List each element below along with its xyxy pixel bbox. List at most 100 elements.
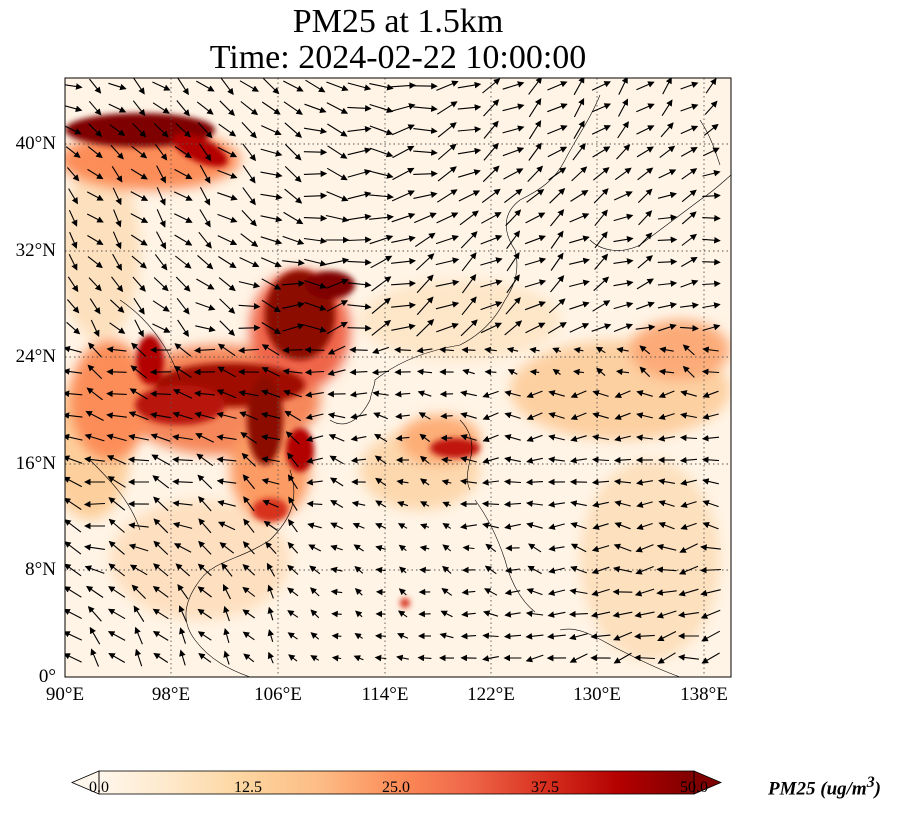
wind-arrow <box>680 302 699 309</box>
wind-arrow <box>678 588 699 597</box>
wind-arrow <box>331 632 342 640</box>
wind-arrow <box>156 165 166 184</box>
wind-arrow <box>284 188 303 204</box>
wind-arrow <box>658 169 677 179</box>
wind-arrow <box>65 345 82 353</box>
wind-arrow <box>266 562 276 577</box>
wind-arrow <box>460 434 477 441</box>
wind-arrow <box>482 390 499 398</box>
wind-arrow <box>526 189 545 203</box>
wind-arrow <box>570 522 587 530</box>
wind-arrow <box>681 233 697 246</box>
wind-arrow <box>355 610 363 618</box>
wind-arrow <box>347 213 372 221</box>
wind-arrow <box>347 105 372 112</box>
wind-arrow <box>305 79 326 93</box>
wind-arrow <box>439 346 454 354</box>
wind-arrow <box>614 500 631 507</box>
wind-arrow <box>700 589 721 597</box>
wind-arrow <box>705 78 717 94</box>
colorbar-gradient <box>99 771 694 794</box>
wind-arrow <box>435 301 460 310</box>
wind-arrow <box>88 342 102 358</box>
wind-arrow <box>198 518 212 534</box>
wind-arrow <box>570 390 587 399</box>
wind-arrow <box>260 193 283 201</box>
wind-arrow <box>461 274 477 294</box>
wind-arrow <box>347 82 372 91</box>
wind-arrow <box>177 584 189 600</box>
wind-arrow <box>657 214 678 221</box>
wind-arrow <box>87 605 102 622</box>
wind-arrow <box>460 390 477 397</box>
wind-arrow <box>110 299 125 313</box>
wind-arrow <box>399 566 407 574</box>
wind-arrow <box>112 253 122 271</box>
wind-arrow <box>220 78 234 96</box>
wind-arrow <box>636 301 655 310</box>
wind-arrow <box>480 257 503 266</box>
wind-arrow <box>375 477 387 487</box>
wind-arrow <box>550 275 565 293</box>
wind-arrow <box>374 654 387 662</box>
wind-arrow <box>700 609 721 619</box>
wind-arrow <box>678 654 699 661</box>
wind-arrow <box>437 189 458 203</box>
wind-arrow <box>347 259 372 266</box>
wind-arrow <box>326 191 349 202</box>
wind-arrow <box>198 496 212 512</box>
wind-arrow <box>503 168 524 180</box>
wind-arrow <box>133 605 145 622</box>
wind-arrow <box>547 81 568 91</box>
wind-arrow <box>548 434 565 441</box>
wind-arrow <box>179 649 186 666</box>
wind-arrow <box>502 81 525 90</box>
wind-arrow <box>308 544 322 552</box>
wind-arrow <box>265 541 277 554</box>
wind-arrow <box>130 213 149 223</box>
wind-arrow <box>242 474 256 490</box>
wind-arrow <box>636 103 655 113</box>
wind-arrow <box>569 588 588 595</box>
wind-arrow <box>198 143 212 162</box>
wind-arrow <box>242 631 255 641</box>
wind-arrow <box>374 433 388 443</box>
wind-arrow <box>504 188 523 204</box>
wind-arrow <box>375 544 386 552</box>
wind-arrow <box>419 433 431 443</box>
pm25-field <box>65 78 731 677</box>
wind-arrow <box>347 191 372 200</box>
colorbar <box>70 770 723 795</box>
wind-arrow <box>481 212 502 224</box>
wind-arrow <box>392 145 415 159</box>
wind-arrow <box>113 209 122 228</box>
colorbar-tick-0: 0.0 <box>89 779 109 796</box>
wind-arrow <box>369 125 394 136</box>
wind-arrow <box>242 564 256 576</box>
wind-arrow <box>156 187 166 206</box>
wind-arrow <box>108 563 126 577</box>
wind-arrow <box>241 210 257 227</box>
lon-label-106e: 106°E <box>254 684 302 705</box>
wind-arrow <box>482 479 499 486</box>
wind-arrow <box>392 167 415 181</box>
wind-arrow <box>66 167 80 182</box>
wind-arrow <box>702 500 719 508</box>
wind-arrow <box>287 610 299 618</box>
pm25-low-concentration <box>65 160 730 660</box>
title-line-1: PM25 at 1.5km <box>292 3 504 40</box>
wind-arrow <box>156 209 166 228</box>
wind-arrow <box>413 149 438 156</box>
wind-arrow <box>108 82 127 91</box>
wind-arrow <box>391 323 416 331</box>
wind-arrow <box>330 544 343 551</box>
wind-arrow <box>193 346 216 354</box>
wind-arrow <box>639 345 651 355</box>
wind-arrow <box>331 610 342 618</box>
wind-arrow <box>506 274 520 294</box>
wind-arrow <box>524 257 547 266</box>
wind-arrow <box>658 323 677 332</box>
wind-arrow <box>548 567 565 574</box>
wind-arrow <box>437 122 457 138</box>
wind-arrow <box>260 411 281 419</box>
